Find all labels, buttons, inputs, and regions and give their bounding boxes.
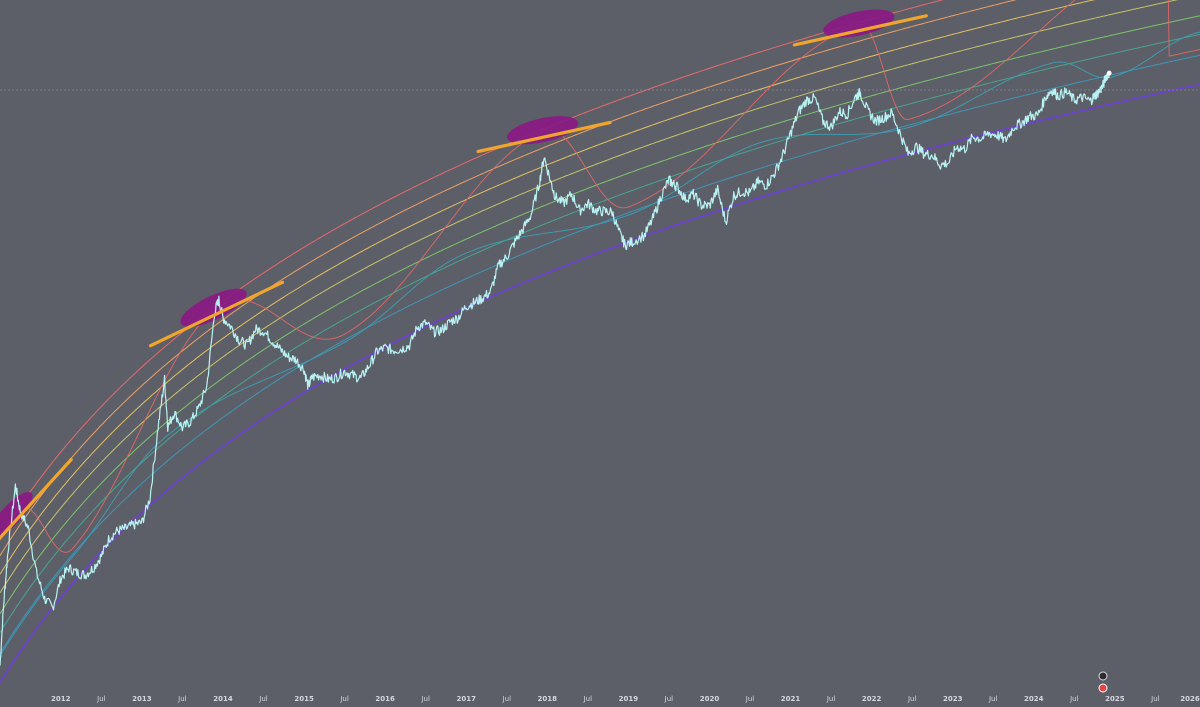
top-marker-line xyxy=(0,457,73,541)
band-line xyxy=(0,83,1200,683)
top-highlight xyxy=(823,9,895,38)
x-tick-label: 2012 xyxy=(51,695,71,703)
top-highlight xyxy=(507,116,579,145)
x-tick-label: Jul xyxy=(177,695,187,703)
x-tick-label: 2017 xyxy=(456,695,476,703)
x-tick-label: 2020 xyxy=(700,695,720,703)
x-tick-label: Jul xyxy=(664,695,674,703)
x-tick-label: 2024 xyxy=(1024,695,1044,703)
x-tick-label: Jul xyxy=(339,695,349,703)
x-tick-label: 2016 xyxy=(375,695,395,703)
x-tick-label: 2021 xyxy=(781,695,801,703)
x-tick-label: Jul xyxy=(1150,695,1160,703)
x-tick-label: Jul xyxy=(907,695,917,703)
alert-bell-icon[interactable] xyxy=(1098,671,1108,681)
x-tick-label: Jul xyxy=(1069,695,1079,703)
x-tick-label: Jul xyxy=(420,695,430,703)
x-tick-label: 2025 xyxy=(1105,695,1125,703)
x-tick-label: 2018 xyxy=(538,695,558,703)
x-tick-label: Jul xyxy=(745,695,755,703)
x-tick-label: Jul xyxy=(258,695,268,703)
band-line xyxy=(0,0,1179,594)
last-price-point xyxy=(1106,70,1112,76)
band-line xyxy=(0,15,1200,615)
top-highlight xyxy=(0,491,33,539)
oscillator-bottom xyxy=(0,31,1200,656)
top-marker-line xyxy=(148,280,285,348)
top-marker-line xyxy=(792,14,928,47)
annotations-highlights xyxy=(0,9,895,539)
x-tick-label: 2015 xyxy=(294,695,314,703)
flag-icon[interactable] xyxy=(1098,683,1108,693)
band-line xyxy=(0,0,1096,575)
x-tick-label: 2019 xyxy=(619,695,639,703)
x-axis: 52012Jul2013Jul2014Jul2015Jul2016Jul2017… xyxy=(51,695,1200,703)
x-tick-label: Jul xyxy=(988,695,998,703)
annotations-markers xyxy=(0,14,928,541)
band-line xyxy=(0,33,1200,633)
x-tick-label: 2023 xyxy=(943,695,963,703)
price-series xyxy=(0,70,1112,666)
x-tick-label: Jul xyxy=(502,695,512,703)
x-tick-label: Jul xyxy=(96,695,106,703)
x-tick-label: Jul xyxy=(826,695,836,703)
x-tick-label: 2026 xyxy=(1180,695,1200,703)
x-tick-label: 2022 xyxy=(862,695,882,703)
price-line xyxy=(0,71,1110,666)
x-tick-label: Jul xyxy=(583,695,593,703)
status-icons xyxy=(1098,671,1108,693)
top-highlight xyxy=(180,288,247,327)
x-tick-label: 2014 xyxy=(213,695,233,703)
x-tick-label: 2013 xyxy=(132,695,152,703)
top-marker-line xyxy=(476,120,612,154)
